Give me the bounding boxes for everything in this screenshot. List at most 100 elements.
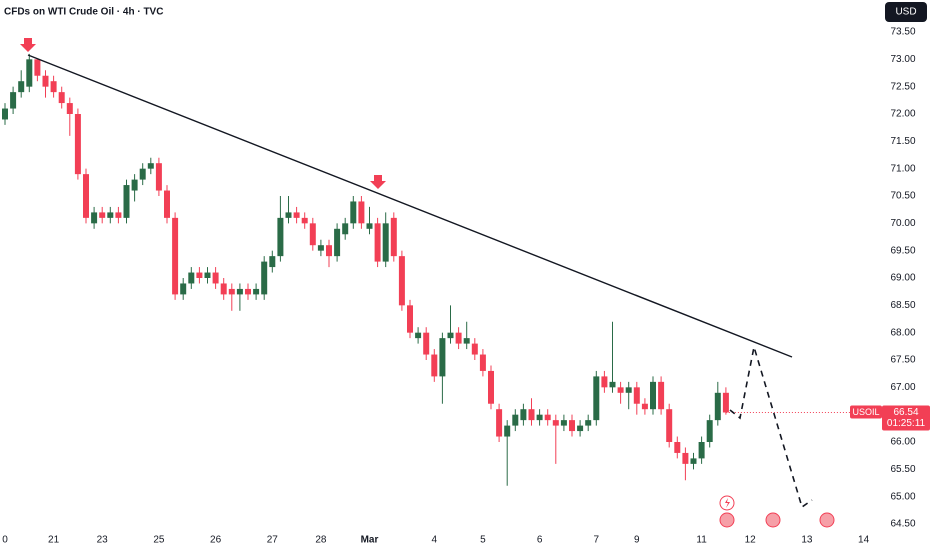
chart-title: CFDs on WTI Crude Oil · 4h · TVC: [4, 7, 163, 18]
plot: 64.5065.0065.5066.0066.5067.0067.5068.00…: [2, 27, 916, 546]
candle-body: [625, 387, 632, 393]
candle-body: [342, 223, 349, 235]
candle-body: [560, 420, 567, 426]
candle-body: [317, 245, 324, 251]
candle-body: [366, 223, 373, 229]
candle-body: [601, 376, 608, 388]
x-tick-label: 21: [48, 535, 60, 546]
y-tick-label: 67.50: [890, 355, 915, 366]
candle-body: [99, 212, 106, 218]
y-tick-label: 69.50: [890, 245, 915, 256]
candle-body: [123, 185, 130, 218]
candle-body: [34, 59, 41, 76]
candle-body: [91, 212, 98, 224]
x-tick-label: 9: [634, 535, 640, 546]
candle-body: [334, 228, 341, 257]
x-tick-label: 14: [858, 535, 870, 546]
currency[interactable]: USD: [895, 7, 916, 18]
candle-body: [309, 223, 316, 246]
candle-body: [641, 403, 648, 410]
y-tick-label: 71.50: [890, 136, 915, 147]
candle-body: [204, 272, 211, 278]
candle-body: [722, 392, 729, 413]
candle-body: [83, 174, 89, 218]
y-tick-label: 70.00: [890, 218, 915, 229]
x-tick-label: 23: [97, 535, 109, 546]
candle-body: [155, 163, 162, 191]
candle-body: [593, 376, 600, 421]
candle-body: [164, 190, 170, 218]
candle-body: [617, 387, 624, 393]
candle-body: [180, 283, 187, 295]
candle-body: [552, 420, 559, 426]
candle-body: [666, 409, 673, 442]
candle-body: [431, 354, 438, 377]
event-icon[interactable]: [725, 498, 730, 508]
x-tick-label: 26: [210, 535, 222, 546]
candle-body: [544, 414, 551, 421]
y-tick-label: 66.00: [890, 437, 915, 448]
y-tick-label: 68.00: [890, 327, 915, 338]
candle-body: [277, 217, 284, 257]
candle-body: [398, 256, 405, 306]
candle-body: [245, 288, 251, 295]
x-tick-label: 6: [537, 535, 543, 546]
candle-body: [585, 420, 592, 426]
x-tick-label: 5: [480, 535, 486, 546]
candle-body: [609, 381, 616, 388]
candle-body: [66, 103, 73, 114]
flag-icon[interactable]: [765, 512, 781, 528]
candle-body: [577, 425, 584, 432]
candle-body: [528, 409, 535, 421]
candle-body: [236, 288, 243, 295]
candle-body: [220, 283, 227, 295]
x-tick-label: 4: [432, 535, 438, 546]
x-tick-label: 25: [153, 535, 165, 546]
candle-body: [172, 217, 179, 295]
projection: [729, 346, 813, 509]
y-tick-label: 73.50: [890, 27, 915, 38]
price-tag: [882, 405, 930, 431]
candle-body: [633, 387, 640, 404]
candle-body: [423, 332, 430, 355]
flag-icon[interactable]: [719, 512, 735, 528]
candle-body: [285, 212, 292, 218]
currency-box[interactable]: [885, 2, 927, 22]
candle-body: [74, 114, 81, 175]
x-tick-label: 0: [2, 535, 8, 546]
candle-body: [188, 272, 195, 284]
x-tick-label: 7: [594, 535, 600, 546]
y-tick-label: 71.00: [890, 163, 915, 174]
candle-body: [714, 392, 721, 421]
x-tick-label: 12: [745, 535, 757, 546]
candle-body: [407, 305, 413, 333]
y-tick-label: 67.00: [890, 382, 915, 393]
candle-body: [50, 81, 57, 93]
y-tick-label: 65.00: [890, 491, 915, 502]
candle-body: [261, 261, 268, 295]
x-tick-label: 28: [315, 535, 327, 546]
candle-body: [358, 201, 365, 224]
candle-body: [471, 343, 478, 355]
candle-body: [690, 458, 697, 464]
last-price: 66.54: [893, 407, 918, 418]
candle-body: [139, 168, 146, 180]
candle-body: [382, 223, 389, 262]
candle-body: [650, 381, 656, 410]
candle-body: [18, 81, 25, 93]
candle-body: [447, 332, 454, 339]
candle-body: [131, 179, 138, 191]
candle-body: [496, 409, 503, 437]
candle-body: [115, 212, 122, 218]
x-tick-label: 27: [267, 535, 279, 546]
candle-body: [26, 59, 33, 87]
candle-body: [42, 75, 49, 87]
y-tick-label: 68.50: [890, 300, 915, 311]
candle-body: [658, 381, 665, 410]
flag-icon[interactable]: [819, 512, 835, 528]
y-tick-label: 64.50: [890, 519, 915, 530]
y-tick-label: 73.00: [890, 54, 915, 65]
y-tick-label: 69.00: [890, 273, 915, 284]
